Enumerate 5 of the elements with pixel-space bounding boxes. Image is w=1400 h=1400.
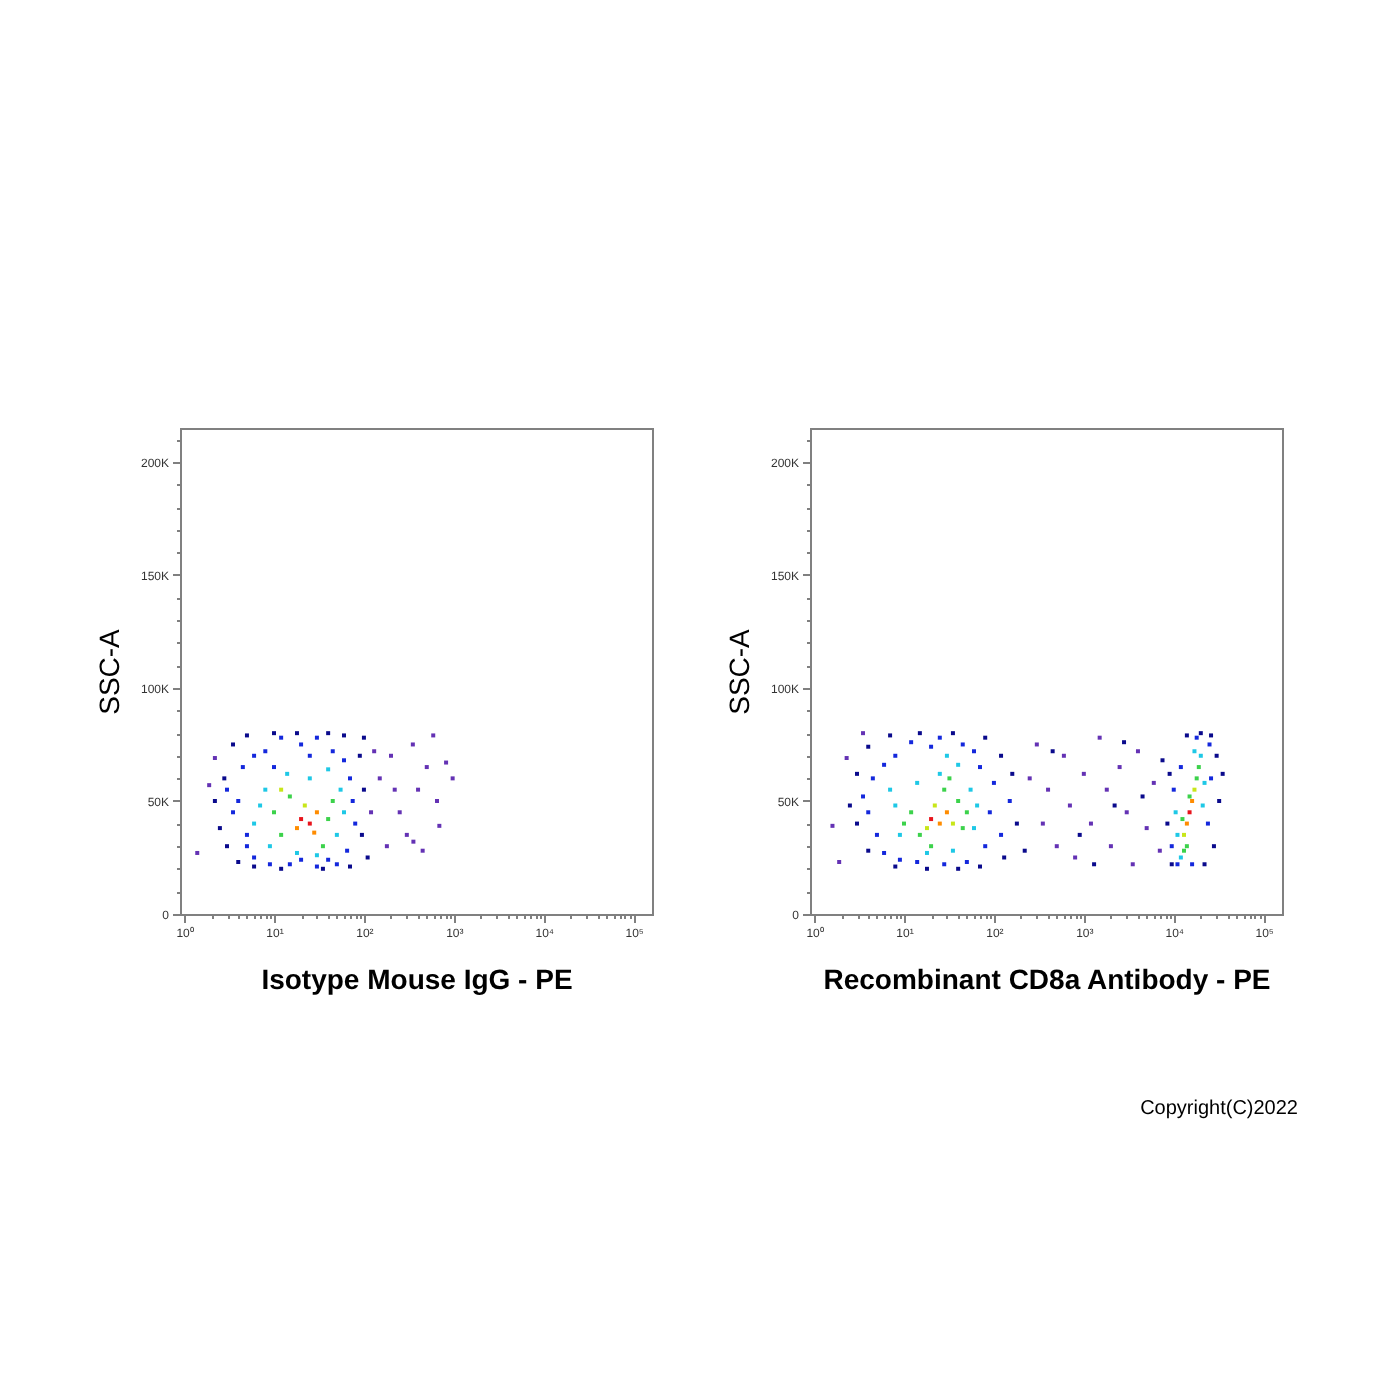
x-axis-title: Isotype Mouse IgG - PE	[261, 963, 573, 995]
text: Copyright(C)2022	[1140, 1098, 1299, 1120]
y-axis-title: SSC-A	[722, 627, 755, 715]
y-axis-title: SSC-A	[92, 627, 125, 715]
x-axis-title: Recombinant CD8a Antibody - PE	[823, 963, 1271, 995]
